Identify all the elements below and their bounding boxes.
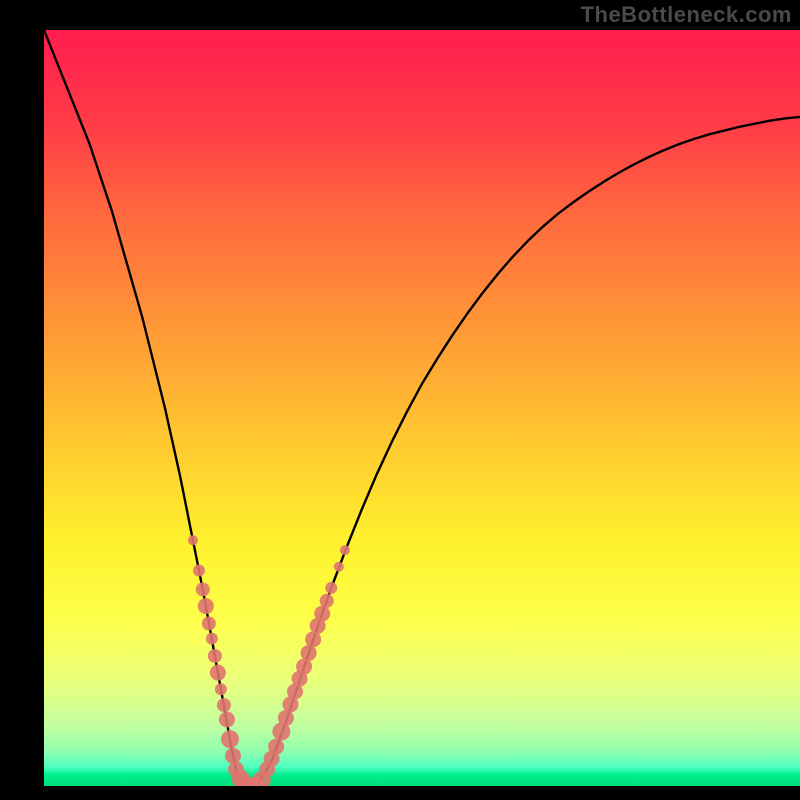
scatter-marker <box>215 683 227 695</box>
scatter-marker <box>325 582 337 594</box>
scatter-marker <box>188 535 198 545</box>
scatter-marker <box>268 739 284 755</box>
watermark-text: TheBottleneck.com <box>581 2 792 28</box>
scatter-marker <box>296 659 312 675</box>
scatter-marker <box>225 748 241 764</box>
chart-overlay <box>44 30 800 786</box>
plot-frame <box>44 30 800 786</box>
scatter-marker <box>217 698 231 712</box>
scatter-marker <box>334 562 344 572</box>
scatter-marker <box>198 598 214 614</box>
scatter-marker <box>193 565 205 577</box>
scatter-marker <box>314 606 330 622</box>
scatter-marker <box>320 594 334 608</box>
plot-inner <box>44 30 800 786</box>
scatter-marker <box>196 582 210 596</box>
scatter-marker <box>210 665 226 681</box>
scatter-marker <box>221 730 239 748</box>
scatter-marker <box>340 545 350 555</box>
scatter-marker <box>208 649 222 663</box>
bottleneck-curve <box>44 30 800 786</box>
chart-root: TheBottleneck.com <box>0 0 800 800</box>
scatter-marker <box>219 711 235 727</box>
scatter-marker <box>305 631 321 647</box>
scatter-marker <box>202 616 216 630</box>
scatter-marker <box>278 710 294 726</box>
scatter-marker <box>301 645 317 661</box>
scatter-marker <box>206 633 218 645</box>
scatter-markers <box>188 535 350 786</box>
